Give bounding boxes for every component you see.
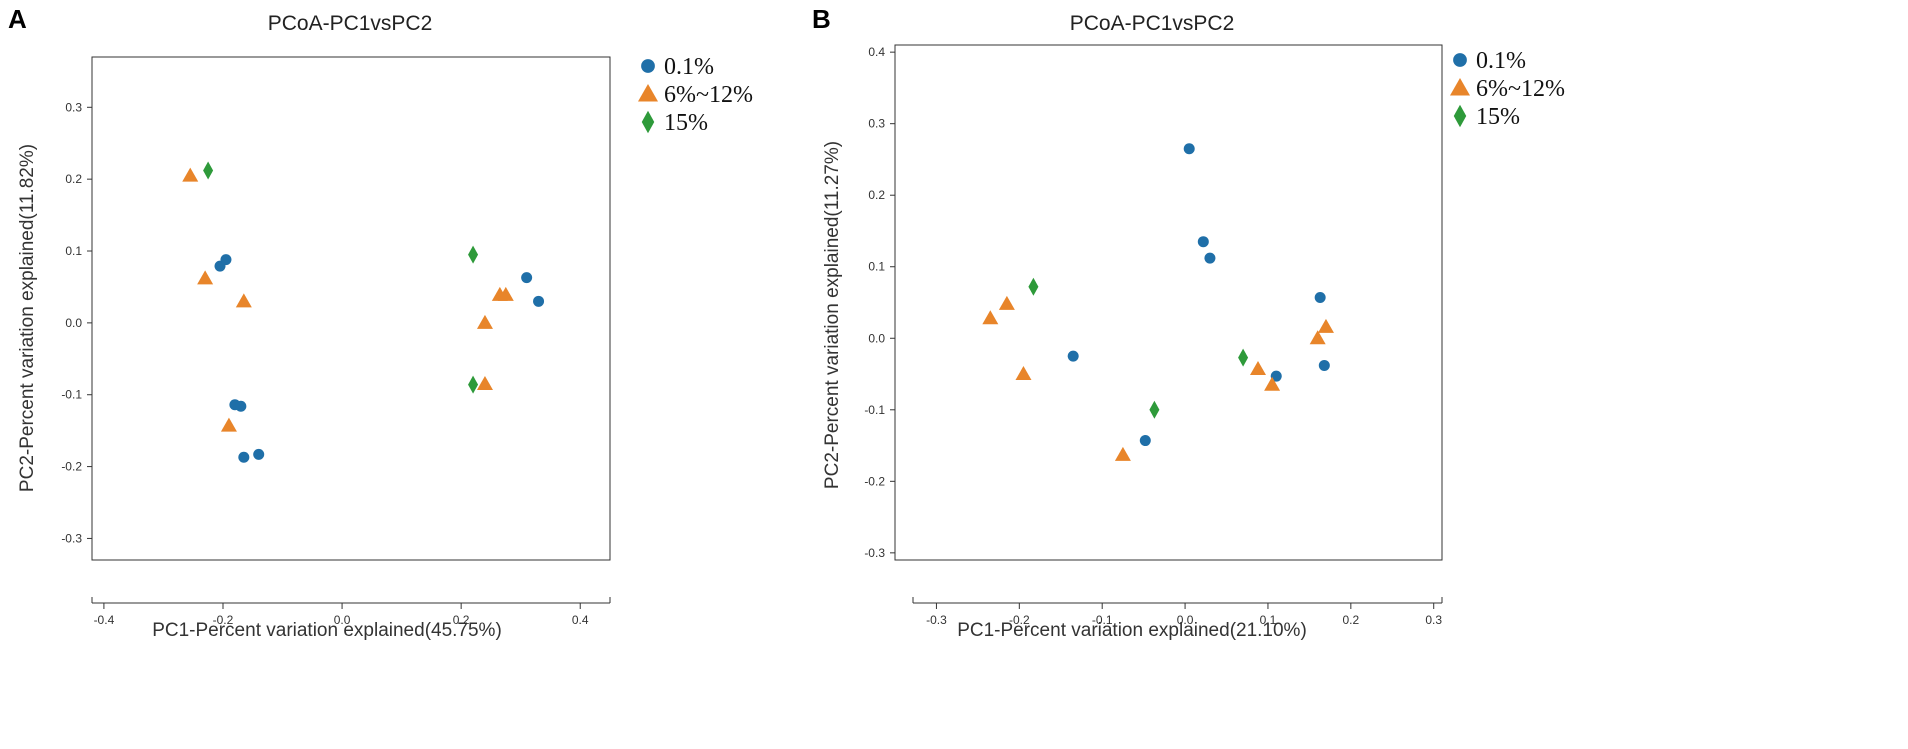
data-point-circle <box>521 272 533 284</box>
legend-label: 0.1% <box>664 54 714 80</box>
x-tick-label: -0.3 <box>926 613 947 627</box>
data-point-circle <box>1197 236 1209 248</box>
legend-label: 0.1% <box>1476 48 1526 74</box>
panel-a-x-axis-label: PC1-Percent variation explained(45.75%) <box>152 620 502 641</box>
panel-a-plot-frame <box>91 56 611 561</box>
y-tick-label: 0.0 <box>65 316 82 330</box>
y-tick-label: -0.1 <box>61 388 82 402</box>
x-tick-label: 0.0 <box>334 613 351 627</box>
panel-b-y-axis-label: PC2-Percent variation explained(11.27%) <box>822 141 843 489</box>
panel-b-x-axis-label: PC1-Percent variation explained(21.10%) <box>957 620 1307 641</box>
panel-a-letter: A <box>8 4 27 34</box>
legend-label: 15% <box>664 110 708 136</box>
legend-circle-icon <box>641 59 655 73</box>
legend-diamond-icon <box>641 110 655 134</box>
x-tick-label: -0.1 <box>1092 613 1113 627</box>
data-point-triangle <box>1015 366 1032 381</box>
panel-a-legend: 0.1%6%~12%15% <box>638 54 753 136</box>
panel-b-title: PCoA-PC1vsPC2 <box>1070 12 1235 35</box>
data-point-triangle <box>476 375 493 390</box>
panel-a-title: PCoA-PC1vsPC2 <box>268 12 433 35</box>
data-point-diamond <box>1238 348 1249 367</box>
x-tick-label: 0.2 <box>1342 613 1359 627</box>
x-tick-label: 0.0 <box>1177 613 1194 627</box>
y-tick-label: -0.2 <box>61 460 82 474</box>
panel-b: B PCoA-PC1vsPC2 PC1-Percent variation ex… <box>812 4 1565 641</box>
data-point-circle <box>220 254 232 266</box>
data-point-triangle <box>197 270 214 285</box>
legend-label: 15% <box>1476 104 1520 130</box>
data-point-triangle <box>235 293 252 308</box>
y-tick-label: 0.3 <box>868 117 885 131</box>
legend-triangle-icon <box>638 84 658 102</box>
y-tick-label: -0.2 <box>864 474 885 488</box>
panel-a-ticks: -0.3 -0.2 -0.1 0.0 0.1 0.2 0.3 -0.4 -0.2 0.0 0.2 0.… <box>61 100 611 627</box>
panel-b-letter: B <box>812 4 831 34</box>
data-point-circle <box>1314 291 1326 303</box>
x-tick-label: -0.2 <box>1009 613 1030 627</box>
y-tick-label: -0.1 <box>864 403 885 417</box>
panel-a-markers <box>182 161 545 463</box>
data-point-circle <box>1139 435 1151 447</box>
data-point-triangle <box>1264 376 1281 391</box>
data-point-circle <box>1318 359 1330 371</box>
y-tick-label: 0.1 <box>868 260 885 274</box>
x-tick-label: 0.3 <box>1425 613 1442 627</box>
data-point-circle <box>253 448 265 460</box>
data-point-triangle <box>220 417 237 432</box>
legend-triangle-icon <box>1450 78 1470 96</box>
data-point-triangle <box>182 167 199 182</box>
data-point-circle <box>1067 350 1079 362</box>
data-point-triangle <box>476 314 493 329</box>
data-point-triangle <box>998 295 1015 310</box>
panel-a: A PCoA-PC1vsPC2 PC1-Percent variation ex… <box>8 4 753 641</box>
panel-b-legend: 0.1%6%~12%15% <box>1450 48 1565 130</box>
legend-label: 6%~12% <box>664 82 753 108</box>
x-tick-label: -0.2 <box>213 613 234 627</box>
y-tick-label: 0.3 <box>65 100 82 114</box>
data-point-diamond <box>468 375 479 394</box>
y-tick-label: 0.4 <box>868 45 885 59</box>
data-point-diamond <box>1149 400 1160 419</box>
data-point-circle <box>533 295 545 307</box>
x-tick-label: 0.2 <box>453 613 470 627</box>
data-point-triangle <box>1309 330 1326 345</box>
data-point-circle <box>1270 370 1282 382</box>
y-tick-label: -0.3 <box>864 546 885 560</box>
panel-b-markers <box>982 143 1334 461</box>
data-point-circle <box>238 451 250 463</box>
data-point-circle <box>235 400 247 412</box>
data-point-triangle <box>1114 446 1131 461</box>
legend-diamond-icon <box>1453 104 1467 128</box>
data-point-diamond <box>468 245 479 264</box>
y-tick-label: 0.1 <box>65 244 82 258</box>
data-point-circle <box>1204 252 1216 264</box>
data-point-circle <box>1183 143 1195 155</box>
data-point-diamond <box>203 161 214 180</box>
legend-circle-icon <box>1453 53 1467 67</box>
y-tick-label: 0.2 <box>868 188 885 202</box>
panel-b-ticks: -0.3 -0.2 -0.1 0.0 0.1 0.2 0.3 0.4 -0.3 -0.2 -0.1 0… <box>864 45 1443 627</box>
y-tick-label: -0.3 <box>61 531 82 545</box>
data-point-triangle <box>1250 361 1267 376</box>
x-tick-label: 0.1 <box>1260 613 1277 627</box>
data-point-triangle <box>497 286 514 301</box>
y-tick-label: 0.2 <box>65 172 82 186</box>
x-tick-label: 0.4 <box>572 613 589 627</box>
panel-a-y-axis-label: PC2-Percent variation explained(11.82%) <box>17 144 38 492</box>
panel-b-plot-frame <box>894 44 1443 561</box>
legend-label: 6%~12% <box>1476 76 1565 102</box>
data-point-triangle <box>982 310 999 325</box>
x-tick-label: -0.4 <box>94 613 115 627</box>
y-tick-label: 0.0 <box>868 331 885 345</box>
data-point-triangle <box>1317 318 1334 333</box>
data-point-diamond <box>1028 277 1039 296</box>
